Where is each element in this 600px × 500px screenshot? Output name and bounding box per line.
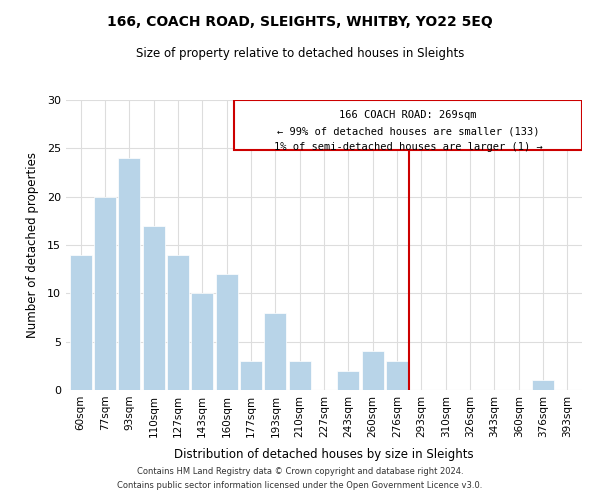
Bar — [362, 352, 383, 390]
Bar — [70, 254, 92, 390]
Text: 1% of semi-detached houses are larger (1) →: 1% of semi-detached houses are larger (1… — [274, 142, 542, 152]
Text: Size of property relative to detached houses in Sleights: Size of property relative to detached ho… — [136, 48, 464, 60]
Bar — [94, 196, 116, 390]
Bar — [215, 274, 238, 390]
Bar — [143, 226, 164, 390]
Text: 166 COACH ROAD: 269sqm: 166 COACH ROAD: 269sqm — [339, 110, 477, 120]
X-axis label: Distribution of detached houses by size in Sleights: Distribution of detached houses by size … — [174, 448, 474, 461]
Text: Contains HM Land Registry data © Crown copyright and database right 2024.: Contains HM Land Registry data © Crown c… — [137, 467, 463, 476]
Bar — [167, 254, 189, 390]
FancyBboxPatch shape — [234, 100, 582, 150]
Bar — [386, 361, 408, 390]
Bar — [191, 294, 213, 390]
Text: Contains public sector information licensed under the Open Government Licence v3: Contains public sector information licen… — [118, 481, 482, 490]
Bar — [289, 361, 311, 390]
Y-axis label: Number of detached properties: Number of detached properties — [26, 152, 38, 338]
Text: ← 99% of detached houses are smaller (133): ← 99% of detached houses are smaller (13… — [277, 127, 539, 137]
Bar — [265, 312, 286, 390]
Bar — [118, 158, 140, 390]
Bar — [532, 380, 554, 390]
Text: 166, COACH ROAD, SLEIGHTS, WHITBY, YO22 5EQ: 166, COACH ROAD, SLEIGHTS, WHITBY, YO22 … — [107, 15, 493, 29]
Bar — [240, 361, 262, 390]
Bar — [337, 370, 359, 390]
